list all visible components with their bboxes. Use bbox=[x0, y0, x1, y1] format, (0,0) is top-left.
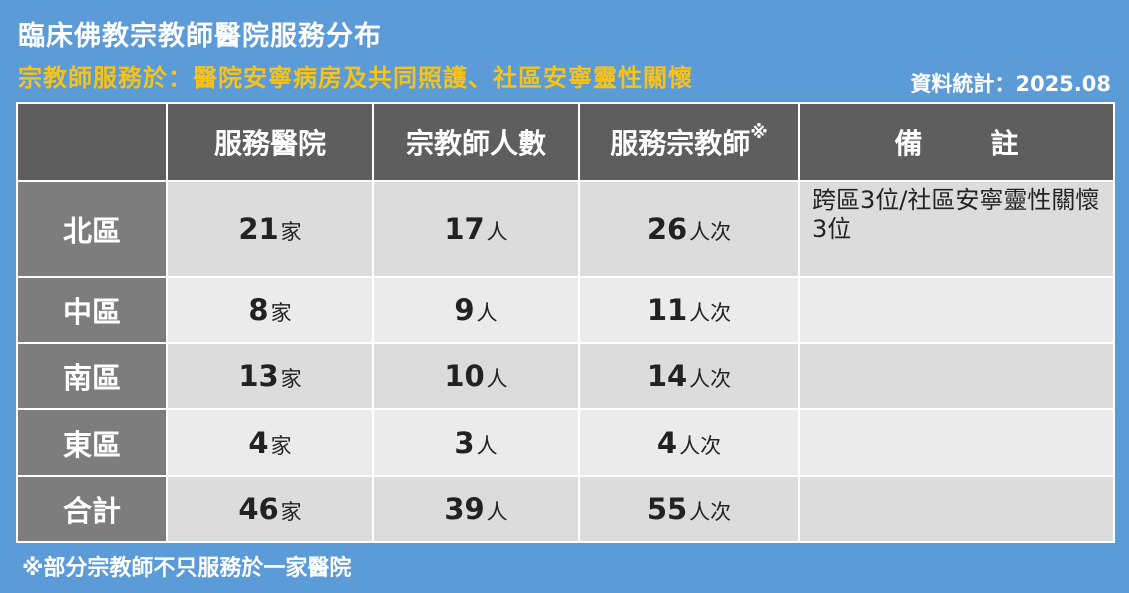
hospitals-value: 4 bbox=[248, 425, 269, 460]
unit-label: 人次 bbox=[689, 367, 732, 392]
services-value: 26 bbox=[646, 211, 688, 246]
unit-label: 人次 bbox=[689, 499, 732, 524]
unit-label: 人次 bbox=[689, 219, 732, 244]
region-label: 中區 bbox=[16, 275, 168, 345]
hospitals-cell: 21家 bbox=[166, 180, 374, 278]
footnote: ※部分宗教師不只服務於一家醫院 bbox=[22, 556, 352, 581]
table-header-row: 服務醫院 宗教師人數 服務宗教師※ 備 註 bbox=[16, 102, 1115, 182]
col-header-chaplains: 宗教師人數 bbox=[372, 102, 580, 182]
remark-cell bbox=[798, 342, 1115, 411]
unit-label: 人 bbox=[486, 367, 508, 392]
hospitals-value: 21 bbox=[238, 211, 279, 246]
table-row: 北區 21家 17人 26人次 跨區3位/社區安寧靈性關懷3位 bbox=[16, 180, 1115, 278]
remark-cell bbox=[798, 474, 1115, 544]
region-label: 南區 bbox=[16, 342, 168, 411]
col-header-hospitals: 服務醫院 bbox=[166, 102, 374, 182]
unit-label: 人次 bbox=[689, 300, 732, 325]
unit-label: 家 bbox=[270, 433, 292, 458]
col-header-services: 服務宗教師※ bbox=[578, 102, 800, 182]
chaplains-cell: 17人 bbox=[372, 180, 580, 278]
hospitals-cell: 46家 bbox=[166, 474, 374, 544]
table-row: 中區 8家 9人 11人次 bbox=[16, 275, 1115, 345]
services-value: 4 bbox=[656, 425, 678, 460]
services-value: 11 bbox=[646, 292, 688, 327]
stat-date: 資料統計：2025.08 bbox=[910, 72, 1111, 96]
unit-label: 人次 bbox=[679, 433, 722, 458]
chaplains-value: 39 bbox=[444, 491, 485, 526]
services-cell: 11人次 bbox=[578, 275, 800, 345]
chaplains-value: 9 bbox=[454, 292, 475, 327]
region-label: 北區 bbox=[16, 180, 168, 278]
hospitals-value: 46 bbox=[238, 491, 279, 526]
chaplains-cell: 9人 bbox=[372, 275, 580, 345]
unit-label: 人 bbox=[476, 433, 498, 458]
page-title: 臨床佛教宗教師醫院服務分布 bbox=[18, 21, 382, 52]
chaplains-value: 17 bbox=[444, 211, 485, 246]
remark-cell bbox=[798, 408, 1115, 477]
services-value: 14 bbox=[646, 359, 688, 394]
services-cell: 14人次 bbox=[578, 342, 800, 411]
corner-cell bbox=[16, 102, 168, 182]
remark-cell: 跨區3位/社區安寧靈性關懷3位 bbox=[798, 180, 1115, 278]
region-label: 東區 bbox=[16, 408, 168, 477]
services-cell: 26人次 bbox=[578, 180, 800, 278]
service-distribution-table: 服務醫院 宗教師人數 服務宗教師※ 備 註 北區 21家 17人 26人次 跨區… bbox=[16, 102, 1115, 544]
chaplains-cell: 39人 bbox=[372, 474, 580, 544]
unit-label: 人 bbox=[476, 300, 498, 325]
hospitals-cell: 8家 bbox=[166, 275, 374, 345]
table-row: 南區 13家 10人 14人次 bbox=[16, 342, 1115, 411]
unit-label: 家 bbox=[280, 499, 302, 524]
unit-label: 家 bbox=[280, 367, 302, 392]
chaplains-cell: 3人 bbox=[372, 408, 580, 477]
services-cell: 55人次 bbox=[578, 474, 800, 544]
chaplains-value: 10 bbox=[444, 359, 485, 394]
footnote-mark: ※ bbox=[750, 122, 768, 143]
chaplains-value: 3 bbox=[454, 425, 475, 460]
remark-cell bbox=[798, 275, 1115, 345]
hospitals-cell: 4家 bbox=[166, 408, 374, 477]
unit-label: 人 bbox=[486, 219, 508, 244]
col-header-services-label: 服務宗教師 bbox=[610, 127, 751, 160]
unit-label: 家 bbox=[270, 300, 292, 325]
hospitals-cell: 13家 bbox=[166, 342, 374, 411]
table-row-total: 合計 46家 39人 55人次 bbox=[16, 474, 1115, 544]
hospitals-value: 13 bbox=[238, 359, 279, 394]
chaplains-cell: 10人 bbox=[372, 342, 580, 411]
table-row: 東區 4家 3人 4人次 bbox=[16, 408, 1115, 477]
hospitals-value: 8 bbox=[248, 292, 269, 327]
services-value: 55 bbox=[646, 491, 688, 526]
services-cell: 4人次 bbox=[578, 408, 800, 477]
page-subtitle: 宗教師服務於：醫院安寧病房及共同照護、社區安寧靈性關懷 bbox=[18, 64, 693, 92]
col-header-remarks: 備 註 bbox=[798, 102, 1115, 182]
unit-label: 人 bbox=[486, 499, 508, 524]
region-label: 合計 bbox=[16, 474, 168, 544]
unit-label: 家 bbox=[280, 219, 302, 244]
